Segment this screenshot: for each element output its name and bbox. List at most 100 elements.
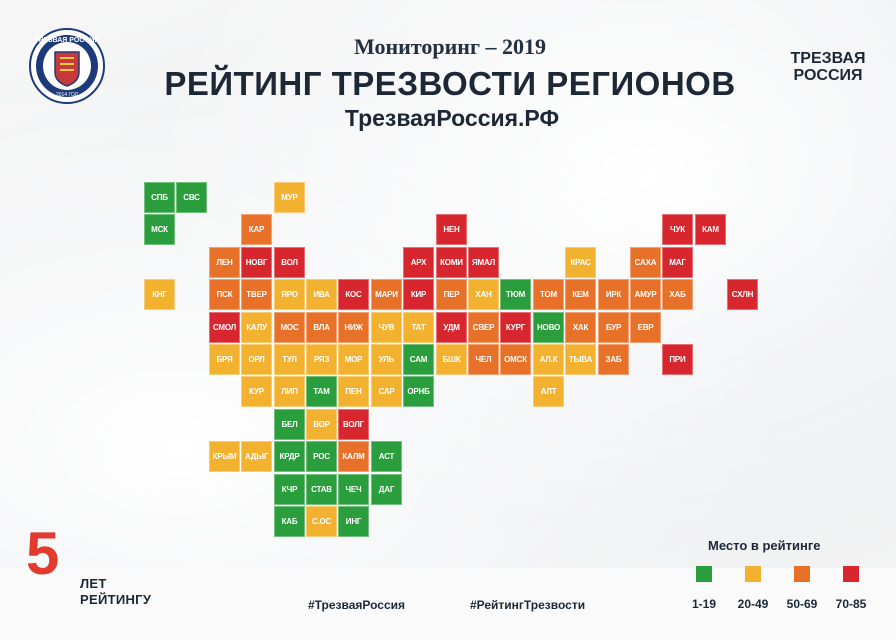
trezvaya-rossiya-emblem: ТРЕЗВАЯ РОССИЯ 2014 ГОД [29,28,105,104]
region-tile: ДАГ [371,474,402,505]
region-tile: БЕЛ [274,409,305,440]
site-address: ТрезваяРоссия.РФ [0,105,896,132]
region-tile: ВОЛГ [338,409,369,440]
region-tile: РОС [306,441,337,472]
region-tile: НЕН [436,214,467,245]
region-tile: АСТ [371,441,402,472]
region-tile: АЛ.К [533,344,564,375]
hashtag-trezvaya-rossiya: #ТрезваяРоссия [308,598,406,612]
region-tile: ЛЕН [209,247,240,278]
region-tile: СПБ [144,182,175,213]
legend-label: 70-85 [835,597,867,611]
region-tile: КОМИ [436,247,467,278]
region-tile: МАГ [662,247,693,278]
region-tile: ИВА [306,279,337,310]
year-title-text: Мониторинг – 2019 [354,34,546,59]
region-tile: КАР [241,214,272,245]
region-tile: МСК [144,214,175,245]
legend-swatch [696,566,712,582]
svg-text:ТРЕЗВАЯ РОССИЯ: ТРЕЗВАЯ РОССИЯ [35,37,100,44]
region-tile: ТОМ [533,279,564,310]
region-tile: КЧР [274,474,305,505]
region-tile: ЧЕЧ [338,474,369,505]
svg-text:2014 ГОД: 2014 ГОД [56,92,79,98]
legend-title: Место в рейтинге [708,538,821,553]
region-tile: ТЮМ [500,279,531,310]
region-tile: ИРК [598,279,629,310]
region-tile: КЕМ [565,279,596,310]
region-tile: ТВЕР [241,279,272,310]
region-tile: АЛТ [533,376,564,407]
region-tile: АМУР [630,279,661,310]
region-tile: ОРНБ [403,376,434,407]
legend-label: 1-19 [691,597,717,611]
region-tile: ВОР [306,409,337,440]
brand-line-2: РОССИЯ [793,67,863,84]
region-tile: ПЕР [436,279,467,310]
region-tile: МОС [274,312,305,343]
region-tile: ЗАБ [598,344,629,375]
legend-swatch [794,566,810,582]
region-tile: ХАН [468,279,499,310]
region-tile: СТАВ [306,474,337,505]
hashtag-reyting-trezvosti: #РейтингТрезвости [470,598,586,612]
region-tile: МОР [338,344,369,375]
region-tile: ПСК [209,279,240,310]
region-tile: ОМСК [500,344,531,375]
site-address-text: ТрезваяРоссия.РФ [344,105,560,131]
region-tile: ЛИП [274,376,305,407]
region-tile: НОВГ [241,247,272,278]
region-tile: ВЛА [306,312,337,343]
region-tile: ПЕН [338,376,369,407]
region-tile: КАБ [274,506,305,537]
region-tile: КНГ [144,279,175,310]
brand-wordmark: ТРЕЗВАЯ РОССИЯ [778,50,878,84]
region-tile: ТУЛ [274,344,305,375]
region-tile: СМОЛ [209,312,240,343]
region-tile: ЧУВ [371,312,402,343]
region-tile: АРХ [403,247,434,278]
region-tile: СВС [176,182,207,213]
anniversary-number: 5 [26,520,60,587]
region-tile: ОРЛ [241,344,272,375]
page-title-text: РЕЙТИНГ ТРЕЗВОСТИ РЕГИОНОВ [164,65,736,102]
region-tile: РЯЗ [306,344,337,375]
region-tile: МУР [274,182,305,213]
region-tile: УДМ [436,312,467,343]
anniversary-line-2: РЕЙТИНГУ [80,592,152,607]
region-tile: БУР [598,312,629,343]
legend-label: 50-69 [786,597,818,611]
region-tile: АДЫГ [241,441,272,472]
region-tile: КУР [241,376,272,407]
legend-swatch [843,566,859,582]
region-tile: ЧЕЛ [468,344,499,375]
region-tile: ВОЛ [274,247,305,278]
region-tile: ПРИ [662,344,693,375]
region-tile: КРДР [274,441,305,472]
region-tile: ТЫВА [565,344,596,375]
region-tile: КОС [338,279,369,310]
region-tile: КИР [403,279,434,310]
region-tile: СХЛН [727,279,758,310]
region-tile: КАЛУ [241,312,272,343]
region-tile: УЛЬ [371,344,402,375]
region-tile: КАМ [695,214,726,245]
page-title: РЕЙТИНГ ТРЕЗВОСТИ РЕГИОНОВ [0,65,896,103]
region-tile: НОВО [533,312,564,343]
region-tile: ТАТ [403,312,434,343]
brand-line-1: ТРЕЗВАЯ [790,50,866,67]
region-tile: ЕВР [630,312,661,343]
legend-swatch [745,566,761,582]
region-tile: С.ОС [306,506,337,537]
region-tile: ХАБ [662,279,693,310]
region-tile: ЯМАЛ [468,247,499,278]
region-tile: САМ [403,344,434,375]
region-tile: КАЛМ [338,441,369,472]
region-tile: ТАМ [306,376,337,407]
region-tile: САХА [630,247,661,278]
region-tile: МАРИ [371,279,402,310]
monitoring-year-title: Мониторинг – 2019 [0,34,896,60]
legend-label: 20-49 [737,597,769,611]
region-tile: НИЖ [338,312,369,343]
region-tile: БШК [436,344,467,375]
